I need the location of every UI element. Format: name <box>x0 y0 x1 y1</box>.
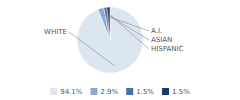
annotation: ASIAN <box>151 36 172 44</box>
legend-item: 94.1% <box>50 88 83 96</box>
leader-line <box>106 14 149 40</box>
leader-line <box>69 32 115 66</box>
pie-slice <box>107 7 110 40</box>
annotation: HISPANIC <box>151 45 184 53</box>
legend-swatch <box>90 88 97 95</box>
pie-slice <box>98 8 110 40</box>
legend-label: 2.9% <box>100 88 118 96</box>
legend-swatch <box>162 88 169 95</box>
legend-item: 1.5% <box>162 88 190 96</box>
legend-label: 1.5% <box>136 88 154 96</box>
legend: 94.1% 2.9% 1.5% 1.5% <box>50 88 190 96</box>
legend-swatch <box>126 88 133 95</box>
legend-label: 1.5% <box>172 88 190 96</box>
legend-label: 94.1% <box>60 88 83 96</box>
legend-item: 2.9% <box>90 88 118 96</box>
annotations: WHITE A.I.ASIANHISPANIC <box>44 14 184 66</box>
legend-swatch <box>50 88 57 95</box>
chart: WHITE A.I.ASIANHISPANIC 94.1% 2.9% 1.5% 1.5% <box>0 0 240 100</box>
legend-item: 1.5% <box>126 88 154 96</box>
annotation: WHITE <box>44 28 67 36</box>
leader-line <box>109 14 149 49</box>
annotation: A.I. <box>151 27 162 35</box>
pie-slice <box>104 7 110 40</box>
